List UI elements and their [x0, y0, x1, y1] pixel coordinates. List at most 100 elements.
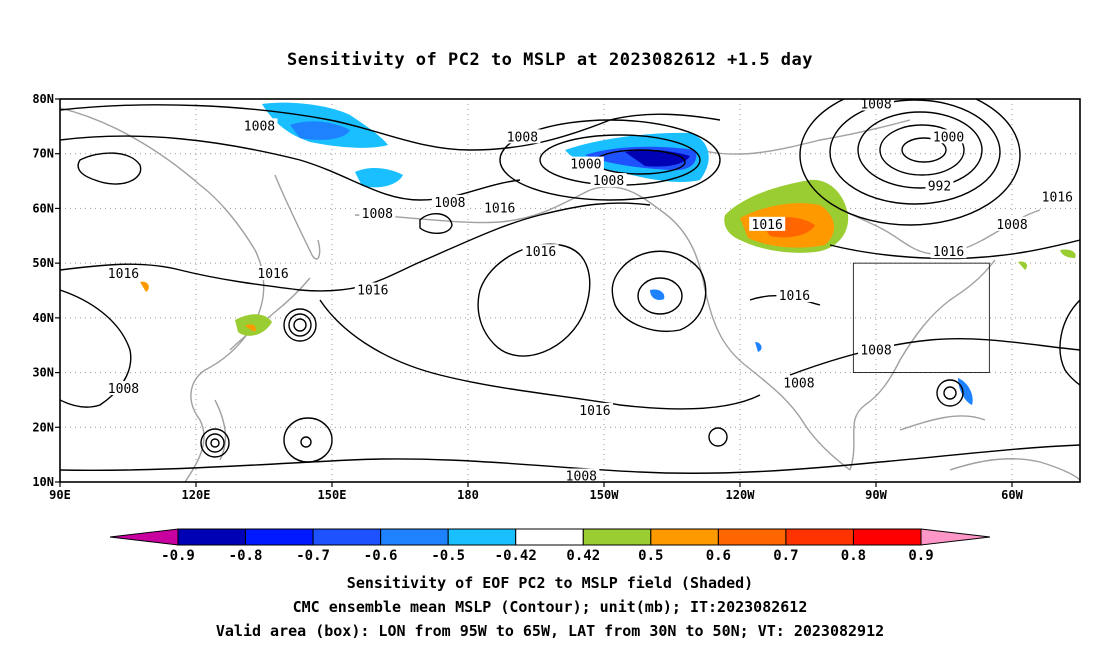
contour-label-bg: [241, 118, 278, 133]
contour-label: 1008: [108, 382, 139, 397]
contour-label: 1016: [484, 201, 515, 216]
contour-label-bg: [1039, 189, 1076, 204]
caption-line-2: CMC ensemble mean MSLP (Contour); unit(m…: [292, 598, 808, 616]
contour-label: 1016: [779, 289, 810, 304]
coastlines: [60, 107, 1080, 482]
lon-tick-label: 90E: [49, 488, 71, 502]
colorbar-label: -0.5: [431, 548, 465, 564]
contour-label-bg: [858, 342, 894, 357]
colorbar-swatch: [582, 528, 652, 546]
contour-label: 1008: [362, 207, 393, 222]
lat-tick-label: 40N: [32, 311, 54, 325]
colorbar-swatch: [245, 528, 314, 546]
colorbar: -0.9 -0.8 -0.7 -0.6 -0.5 -0.42 0.42 0.5 0.6 0.7 0.…: [109, 528, 991, 564]
colorbar-label: 0.42: [566, 548, 600, 564]
colorbar-swatch: [312, 528, 382, 546]
contour-label: 1008: [507, 130, 538, 145]
colorbar-label: 0.9: [908, 548, 933, 564]
colorbar-swatch: [177, 528, 247, 546]
contour-label: 1008: [244, 119, 275, 134]
lon-tick-label: 150W: [590, 488, 620, 502]
colorbar-extend-low: [109, 528, 179, 546]
contour-label: 1016: [357, 284, 388, 299]
contour-label: 1008: [593, 174, 624, 189]
contour-label: 1016: [525, 245, 556, 260]
lat-tick-label: 20N: [32, 420, 54, 434]
contour-label-bg: [925, 178, 954, 193]
lon-tick-label: 120E: [182, 488, 211, 502]
colorbar-label: -0.9: [161, 548, 195, 564]
contour-label-bg: [930, 244, 967, 259]
colorbar-label: -0.7: [296, 548, 330, 564]
map-background: [60, 99, 1080, 482]
contour-label-bg: [930, 129, 967, 144]
contour-label-bg: [522, 244, 559, 259]
colorbar-label: -0.6: [364, 548, 398, 564]
chart-title: Sensitivity of PC2 to MSLP at 2023082612…: [286, 50, 813, 70]
lon-tick-label: 60W: [1001, 488, 1023, 502]
colorbar-swatch: [717, 528, 787, 546]
colorbar-swatch: [380, 528, 449, 546]
contour-label-bg: [858, 96, 894, 111]
contour-label-bg: [749, 216, 786, 231]
contour-label-bg: [481, 200, 518, 215]
lat-tick-label: 80N: [32, 92, 54, 106]
lat-tick-label: 70N: [32, 147, 54, 161]
colorbar-extend-high: [920, 528, 991, 546]
contour-label-bg: [563, 468, 600, 483]
lon-tick-label: 180: [457, 488, 479, 502]
shade-patch: [355, 168, 403, 188]
contour-label: 1000: [570, 158, 601, 173]
lon-tick-label: 150E: [318, 488, 347, 502]
contour-label-bg: [780, 375, 817, 390]
lat-tick-label: 60N: [32, 201, 54, 215]
colorbar-label: 0.7: [773, 548, 798, 564]
contour-label-bg: [105, 266, 142, 281]
colorbar-swatch: [650, 528, 719, 546]
lat-tick-label: 50N: [32, 256, 54, 270]
contour-label-bg: [994, 216, 1030, 231]
contour-label-bg: [576, 402, 613, 417]
colorbar-label: -0.8: [229, 548, 263, 564]
shade-patch: [140, 281, 149, 292]
shade-patch: [1060, 249, 1076, 258]
contour-label-bg: [504, 129, 541, 144]
contour-label: 1016: [257, 267, 288, 282]
contour-label: 1016: [579, 404, 610, 419]
shade-patch: [958, 378, 973, 405]
contour-label: 1008: [860, 97, 891, 112]
contour-label-bg: [359, 205, 396, 220]
colorbar-label: 0.6: [706, 548, 731, 564]
colorbar-swatch: [447, 528, 517, 546]
contour-label-bg: [776, 287, 813, 302]
contour-label: 1008: [783, 377, 814, 392]
lon-tick-label: 120W: [726, 488, 756, 502]
axis-ticks: 90E 120E 150E 180 150W 120W 90W 60W 80N 70N 60N 50N…: [32, 92, 1023, 502]
contour-label-bg: [255, 266, 292, 281]
colorbar-label: 0.5: [638, 548, 663, 564]
lat-tick-label: 30N: [32, 366, 54, 380]
colorbar-swatch: [852, 528, 922, 546]
contour-label: 992: [928, 180, 951, 195]
contour-label: 1016: [1042, 190, 1073, 205]
caption-line-1: Sensitivity of EOF PC2 to MSLP field (Sh…: [346, 574, 754, 592]
contour-label: 1008: [566, 470, 597, 485]
contour-label: 1016: [752, 218, 783, 233]
colorbar-label: 0.8: [841, 548, 866, 564]
contour-label-bg: [105, 380, 142, 395]
contour-label-bg: [354, 282, 391, 297]
contour-label: 1000: [933, 130, 964, 145]
shade-patch: [245, 324, 256, 332]
contour-label: 1016: [933, 245, 964, 260]
valid-area-box: [852, 262, 990, 373]
contour-label: 1008: [860, 344, 891, 359]
contour-label: 1008: [434, 196, 465, 211]
shade-patch: [650, 289, 665, 300]
colorbar-swatch: [515, 528, 584, 546]
contour-label: 1016: [108, 267, 139, 282]
shade-patch: [235, 314, 272, 336]
map-frame: [59, 98, 1081, 483]
contour-label-bg: [431, 194, 468, 209]
